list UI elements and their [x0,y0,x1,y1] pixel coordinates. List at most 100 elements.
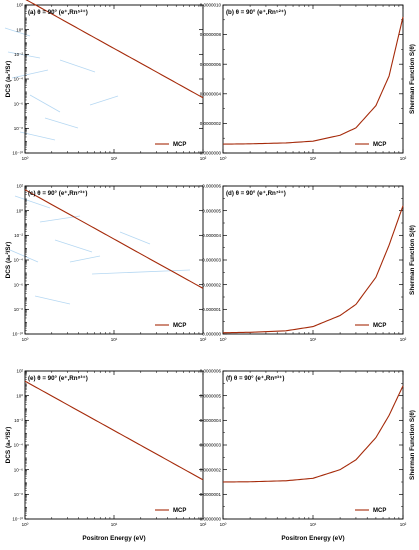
y-tick-label: 0.0000004 [200,418,222,423]
x-tick-label: 10² [400,337,407,342]
y-tick-label: 10⁻⁸ [14,307,23,312]
legend-label: MCP [373,323,386,329]
y-tick-label: 10⁻⁴ [14,77,23,82]
x-tick-label: 10² [200,522,207,527]
x-tick-label: 10² [200,337,207,342]
y-tick-label: 10² [16,369,23,374]
legend-label: MCP [373,508,386,514]
y-tick-label: 10⁻² [14,418,23,423]
y-tick-label: 0.0000006 [200,369,222,374]
y-tick-label: 0.0000010 [200,3,222,8]
y-tick-label: 0.0000003 [200,443,222,448]
x-tick-label: 10¹ [111,337,118,342]
y-tick-label: 10⁻¹⁰ [12,332,23,337]
y-tick-label: 10⁰ [16,27,23,32]
series-line-d [222,205,404,334]
legend-label: MCP [373,142,386,148]
y-axis-title: Sherman Function S(θ) [409,410,416,480]
x-tick-label: 10² [400,522,407,527]
y-tick-label: 0.0000004 [200,91,222,96]
y-tick-label: 0.000005 [202,208,221,213]
chart-panel-d: 10⁰ 10¹ 10²0.0000000.0000010.0000020.00000… [202,184,416,342]
chart-panel-e: 10⁰ 10¹ 10² 10² 10⁰ 10⁻² 10⁻⁴ 10⁻⁶ 10⁻⁸ 10⁻¹⁰ MCP (… [5,369,207,542]
x-tick-label: 10⁰ [22,156,29,161]
y-axis-title: Sherman Function S(θ) [409,44,416,114]
scan-streak [91,269,191,275]
x-axis-title: Positron Energy (eV) [281,535,344,542]
y-tick-label: 10⁻⁴ [14,443,23,448]
y-tick-label: 10⁻⁶ [14,467,23,472]
x-tick-label: 10¹ [310,156,317,161]
y-axis-title: DCS (a₀²/Sr) [5,427,12,464]
panel-title: (e) θ = 90° (e⁺,Rn⁸³⁺) [28,375,88,382]
chart-panel-b: 10⁰ 10¹ 10²0.00000000.00000020.00000040.00… [200,3,416,161]
y-tick-label: 0.0000002 [200,467,222,472]
x-tick-label: 10¹ [111,156,118,161]
y-tick-label: 10² [16,3,23,8]
y-tick-label: 10⁻⁶ [14,282,23,287]
y-tick-label: 0.0000005 [200,393,222,398]
x-tick-label: 10² [400,156,407,161]
chart-panel-a: 10⁰ 10¹ 10² 10² 10⁰ 10⁻² 10⁻⁴ 10⁻⁶ 10⁻⁸ 10⁻¹⁰ MCP (… [5,0,207,161]
y-axis-title: Sherman Function S(θ) [409,225,416,295]
panels: 10⁰ 10¹ 10² 10² 10⁰ 10⁻² 10⁻⁴ 10⁻⁶ 10⁻⁸ 10⁻¹⁰ MCP (… [5,0,416,542]
y-tick-label: 0.000001 [202,307,221,312]
x-tick-label: 10⁰ [220,337,227,342]
scan-streak [7,51,41,59]
scan-streak [69,255,101,263]
y-tick-label: 0.0000002 [200,121,222,126]
series-line-a [25,0,204,99]
y-tick-label: 0.000002 [202,282,221,287]
y-axis-title: DCS (a₀²/Sr) [5,242,12,279]
x-tick-label: 10¹ [310,522,317,527]
panel-title: (d) θ = 90° (e⁺,Rn⁷²⁺) [226,190,286,197]
x-axis-title: Positron Energy (eV) [82,535,145,542]
scan-streak [11,69,49,79]
panel-title: (a) θ = 90° (e⁺,Rn⁵²⁺) [28,9,88,16]
scan-streak [59,59,96,73]
series-line-c [24,189,204,289]
y-tick-label: 10⁻⁶ [14,101,23,106]
x-tick-label: 10¹ [111,522,118,527]
x-tick-label: 10⁰ [22,522,29,527]
scan-streak [9,249,39,263]
y-tick-label: 0.0000000 [200,151,222,156]
chart-panel-c: 10⁰ 10¹ 10² 10² 10⁰ 10⁻² 10⁻⁴ 10⁻⁶ 10⁻⁸ 10⁻¹⁰ MCP (… [5,184,207,342]
scan-streak [119,231,151,245]
y-tick-label: 0.0000006 [200,62,222,67]
y-tick-label: 10⁻⁴ [14,258,23,263]
panel-title: (b) θ = 90° (e⁺,Rn⁵²⁺) [226,9,286,16]
y-tick-label: 10⁻⁸ [14,492,23,497]
scan-streak [44,117,79,129]
x-tick-label: 10⁰ [220,522,227,527]
x-tick-label: 10² [200,156,207,161]
series-line-e [24,380,204,481]
y-tick-label: 0.0000000 [200,517,222,522]
scan-streak [34,295,71,305]
x-tick-label: 10⁰ [220,156,227,161]
y-tick-label: 0.0000001 [200,492,222,497]
y-tick-label: 10⁰ [16,393,23,398]
y-tick-label: 0.000003 [202,258,221,263]
chart-panel-f: 10⁰ 10¹ 10²0.00000000.00000010.00000020.00… [200,369,416,542]
series-line-f [222,385,404,483]
scan-streak [29,94,61,113]
y-tick-label: 0.000004 [202,233,221,238]
scan-streak [89,95,119,106]
panel-title: (f) θ = 90° (e⁺,Rn⁸³⁺) [226,375,284,382]
legend-label: MCP [173,508,186,514]
x-tick-label: 10⁰ [22,337,29,342]
y-tick-label: 0.000006 [202,184,221,189]
y-tick-label: 10⁻² [14,233,23,238]
x-tick-label: 10¹ [310,337,317,342]
y-tick-label: 10⁻¹⁰ [12,517,23,522]
y-tick-label: 10⁻⁸ [14,126,23,131]
scan-streak [14,195,51,209]
y-tick-label: 0.000000 [202,332,221,337]
y-axis-title: DCS (a₀²/Sr) [5,61,12,98]
y-tick-label: 10⁻¹⁰ [12,151,23,156]
y-tick-label: 0.0000008 [200,32,222,37]
y-tick-label: 10⁻² [14,52,23,57]
